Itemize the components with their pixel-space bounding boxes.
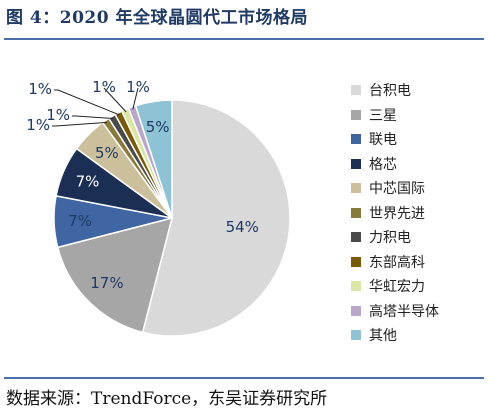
legend-label: 三星: [369, 107, 397, 124]
legend-swatch: [351, 134, 361, 145]
legend-label: 东部高科: [369, 254, 425, 271]
leader-line: [132, 87, 139, 110]
legend-label: 高塔半导体: [369, 303, 439, 320]
leader-line: [54, 89, 120, 116]
legend-item: 高塔半导体: [351, 299, 481, 324]
data-label: 1%: [28, 80, 52, 98]
data-label: 54%: [226, 218, 259, 236]
legend-item: 东部高科: [351, 250, 481, 275]
data-label: 1%: [46, 106, 70, 124]
legend-item: 世界先进: [351, 201, 481, 226]
legend-item: 华虹宏力: [351, 274, 481, 299]
data-label: 1%: [126, 78, 150, 96]
legend-label: 力积电: [369, 230, 411, 247]
leader-line: [52, 121, 108, 127]
legend-swatch: [351, 305, 361, 316]
data-label: 1%: [26, 116, 50, 134]
data-label: 7%: [76, 172, 100, 190]
legend: 台积电三星联电格芯中芯国际世界先进力积电东部高科华虹宏力高塔半导体其他: [351, 78, 481, 348]
bottom-rule: [4, 377, 484, 379]
pie-slices: [53, 99, 291, 337]
data-label: 17%: [90, 274, 123, 292]
legend-swatch: [351, 207, 361, 218]
legend-item: 格芯: [351, 152, 481, 177]
leader-lines: [52, 87, 139, 127]
source-note: 数据来源：TrendForce，东吴证券研究所: [6, 389, 328, 409]
legend-label: 世界先进: [369, 205, 425, 222]
legend-label: 华虹宏力: [369, 279, 425, 296]
legend-label: 台积电: [369, 83, 411, 100]
legend-label: 其他: [369, 328, 397, 345]
data-labels: 54%17%7%7%5%1%1%1% 1% 1%5%: [26, 78, 259, 292]
data-label: 5%: [95, 144, 119, 162]
legend-item: 其他: [351, 323, 481, 348]
pie-slice: [134, 99, 173, 219]
legend-item: 联电: [351, 127, 481, 152]
data-label: 5%: [146, 118, 170, 136]
legend-swatch: [351, 85, 361, 96]
legend-swatch: [351, 256, 361, 267]
legend-swatch: [351, 232, 361, 243]
legend-item: 台积电: [351, 78, 481, 103]
legend-swatch: [351, 183, 361, 194]
legend-item: 中芯国际: [351, 176, 481, 201]
legend-swatch: [351, 158, 361, 169]
leader-line: [72, 115, 114, 119]
legend-label: 联电: [369, 132, 397, 149]
legend-swatch: [351, 281, 361, 292]
legend-item: 三星: [351, 103, 481, 128]
legend-label: 格芯: [369, 156, 397, 173]
legend-label: 中芯国际: [369, 181, 425, 198]
data-label: 7%: [68, 212, 92, 230]
legend-swatch: [351, 109, 361, 120]
leader-line: [103, 87, 127, 113]
legend-swatch: [351, 330, 361, 341]
legend-item: 力积电: [351, 225, 481, 250]
pie-slice: [56, 216, 174, 334]
figure-title: 图 4：2020 年全球晶圆代工市场格局: [6, 8, 308, 28]
data-label: 1%: [92, 78, 116, 96]
pie-slice: [141, 99, 291, 337]
top-rule: [4, 38, 484, 40]
